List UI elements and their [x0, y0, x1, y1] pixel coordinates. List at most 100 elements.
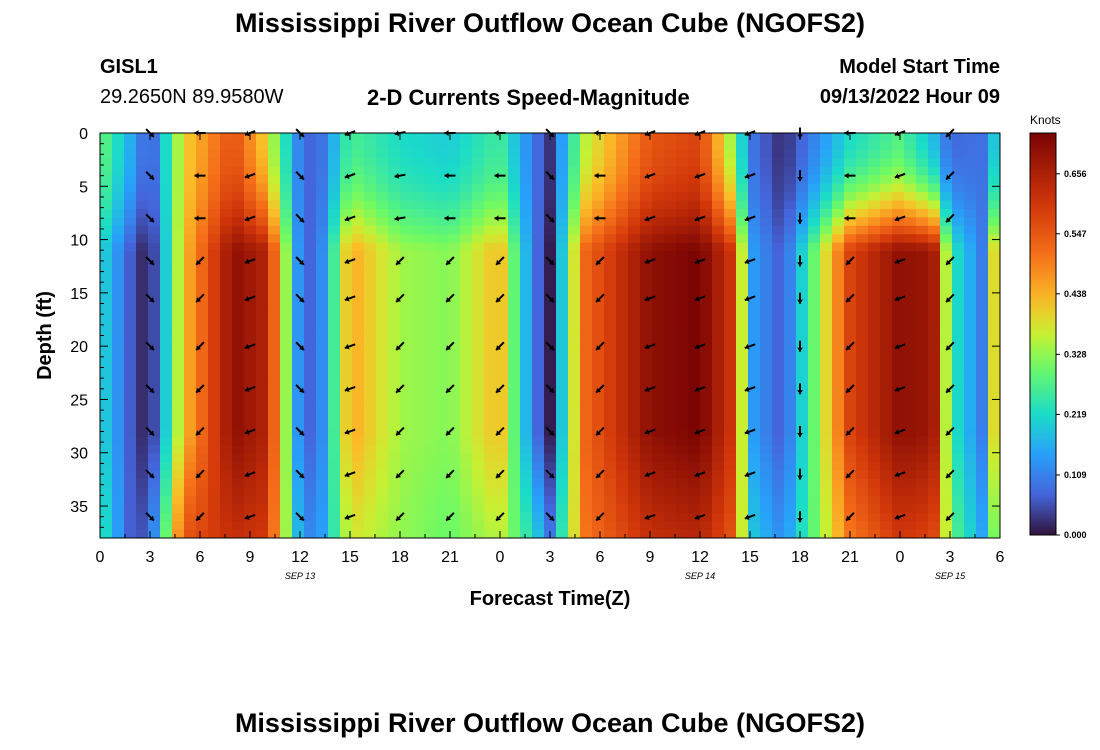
- heatmap-cell: [820, 369, 833, 379]
- heatmap-cell: [808, 310, 821, 320]
- heatmap-cell: [892, 377, 905, 387]
- heatmap-cell: [340, 419, 353, 429]
- heatmap-cell: [148, 225, 161, 235]
- heatmap-cell: [604, 445, 617, 455]
- heatmap-cell: [700, 478, 713, 488]
- heatmap-cell: [748, 470, 761, 480]
- heatmap-cell: [568, 453, 581, 463]
- heatmap-cell: [448, 377, 461, 387]
- heatmap-cell: [544, 504, 557, 514]
- heatmap-cell: [616, 411, 629, 421]
- heatmap-cell: [304, 377, 317, 387]
- heatmap-cell: [664, 343, 677, 353]
- heatmap-cell: [604, 259, 617, 269]
- heatmap-cell: [148, 327, 161, 337]
- heatmap-cell: [412, 369, 425, 379]
- heatmap-cell: [400, 394, 413, 404]
- heatmap-cell: [496, 158, 509, 168]
- heatmap-cell: [304, 166, 317, 176]
- plot-title: 2-D Currents Speed-Magnitude: [367, 85, 690, 110]
- heatmap-cell: [640, 225, 653, 235]
- heatmap-cell: [112, 276, 125, 286]
- heatmap-cell: [472, 487, 485, 497]
- heatmap-cell: [496, 436, 509, 446]
- heatmap-cell: [352, 487, 365, 497]
- current-vector: [845, 341, 855, 351]
- current-vector: [797, 255, 803, 267]
- heatmap-cell: [604, 217, 617, 227]
- heatmap-cell: [904, 327, 917, 337]
- heatmap-cell: [136, 470, 149, 480]
- heatmap-cell: [280, 175, 293, 185]
- heatmap-cell: [148, 208, 161, 218]
- heatmap-cell: [484, 293, 497, 303]
- heatmap-cell: [232, 183, 245, 193]
- heatmap-cell: [988, 268, 1000, 278]
- heatmap-cell: [244, 487, 257, 497]
- heatmap-cell: [256, 478, 269, 488]
- heatmap-cell: [484, 251, 497, 261]
- heatmap-cell: [868, 158, 881, 168]
- heatmap-cell: [724, 284, 737, 294]
- heatmap-cell: [328, 192, 341, 202]
- heatmap-cell: [316, 419, 329, 429]
- heatmap-cell: [460, 268, 473, 278]
- heatmap-cell: [964, 166, 977, 176]
- heatmap-cell: [772, 445, 785, 455]
- heatmap-cell: [760, 445, 773, 455]
- heatmap-cell: [652, 166, 665, 176]
- heatmap-cell: [436, 419, 449, 429]
- heatmap-cell: [412, 259, 425, 269]
- heatmap-cell: [172, 276, 185, 286]
- heatmap-cell: [616, 251, 629, 261]
- heatmap-cell: [472, 208, 485, 218]
- current-vector: [394, 215, 406, 222]
- heatmap-cell: [364, 411, 377, 421]
- heatmap-cell: [988, 200, 1000, 210]
- heatmap-cell: [580, 529, 593, 538]
- heatmap-cell: [268, 428, 281, 438]
- heatmap-cell: [892, 318, 905, 328]
- heatmap-cell: [352, 251, 365, 261]
- heatmap-cell: [100, 268, 113, 278]
- heatmap-cell: [688, 301, 701, 311]
- heatmap-cell: [808, 259, 821, 269]
- heatmap-cell: [124, 166, 137, 176]
- heatmap-cell: [772, 200, 785, 210]
- heatmap-cell: [832, 175, 845, 185]
- heatmap-cell: [172, 512, 185, 522]
- heatmap-cell: [868, 318, 881, 328]
- heatmap-cell: [784, 175, 797, 185]
- heatmap-cell: [736, 200, 749, 210]
- heatmap-cell: [328, 360, 341, 370]
- heatmap-cell: [400, 343, 413, 353]
- heatmap-cell: [964, 352, 977, 362]
- heatmap-cell: [292, 268, 305, 278]
- heatmap-cell: [976, 369, 989, 379]
- heatmap-cell: [508, 521, 521, 531]
- heatmap-cell: [184, 453, 197, 463]
- heatmap-cell: [412, 217, 425, 227]
- heatmap-cell: [184, 462, 197, 472]
- heatmap-cell: [688, 293, 701, 303]
- heatmap-cell: [724, 192, 737, 202]
- heatmap-cell: [952, 158, 965, 168]
- current-vector: [845, 426, 855, 437]
- heatmap-cell: [112, 419, 125, 429]
- current-vector: [344, 428, 356, 435]
- heatmap-cell: [400, 293, 413, 303]
- heatmap-cell: [184, 276, 197, 286]
- heatmap-cell: [844, 495, 857, 505]
- current-vector: [195, 426, 205, 437]
- heatmap-cell: [868, 352, 881, 362]
- heatmap-cell: [100, 183, 113, 193]
- heatmap-layer: [100, 133, 1000, 538]
- heatmap-cell: [112, 200, 125, 210]
- heatmap-cell: [316, 470, 329, 480]
- heatmap-cell: [580, 293, 593, 303]
- heatmap-cell: [916, 293, 929, 303]
- heatmap-cell: [508, 529, 521, 538]
- heatmap-cell: [784, 386, 797, 396]
- heatmap-cell: [868, 149, 881, 159]
- heatmap-cell: [208, 521, 221, 531]
